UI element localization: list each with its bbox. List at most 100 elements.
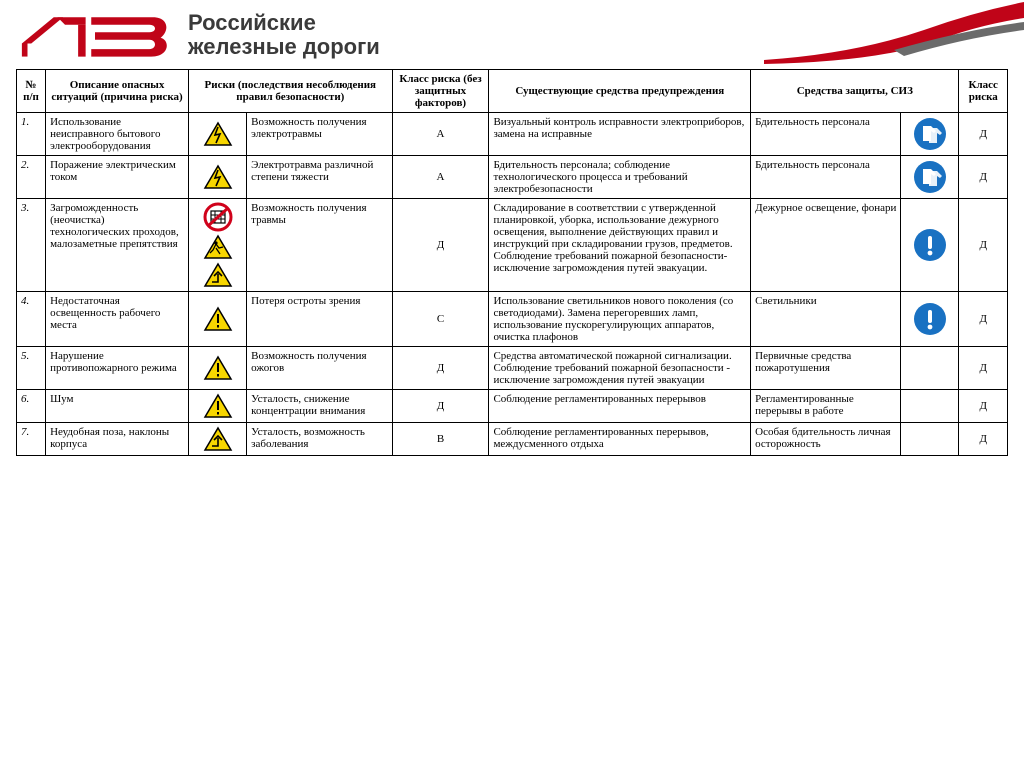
cell-protection: Регламентированные перерывы в работе: [751, 390, 901, 423]
cell-num: 5.: [17, 347, 46, 390]
swoosh-icon: [764, 0, 1024, 65]
cell-class1: В: [392, 423, 489, 456]
cell-num: 3.: [17, 199, 46, 292]
cell-desc: Поражение электрическим током: [46, 156, 189, 199]
cell-hazard-icons: [189, 423, 247, 456]
cell-class2: Д: [959, 423, 1008, 456]
cell-protection: Дежурное освещение, фонари: [751, 199, 901, 292]
table-row: 5.Нарушение противопожарного режима Возмо…: [17, 347, 1008, 390]
cell-num: 7.: [17, 423, 46, 456]
cell-protection: Бдительность персонала: [751, 156, 901, 199]
cell-risk: Возможность получения ожогов: [247, 347, 392, 390]
table-body: 1.Использование неисправного бытового эл…: [17, 113, 1008, 456]
org-line2: железные дороги: [188, 35, 380, 59]
table-row: 4.Недостаточная освещенность рабочего ме…: [17, 292, 1008, 347]
cell-class2: Д: [959, 390, 1008, 423]
rzd-logo-icon: [20, 10, 170, 60]
cell-hazard-icons: [189, 113, 247, 156]
cell-class2: Д: [959, 347, 1008, 390]
cell-risk: Потеря остроты зрения: [247, 292, 392, 347]
gloves-icon: [913, 160, 947, 194]
org-title: Российские железные дороги: [188, 11, 380, 59]
cell-prevention: Бдительность персонала; соблюдение техно…: [489, 156, 751, 199]
table-row: 3.Загроможденность (неочистка) технологи…: [17, 199, 1008, 292]
cell-num: 2.: [17, 156, 46, 199]
cell-num: 1.: [17, 113, 46, 156]
th-desc: Описание опасных ситуаций (причина риска…: [46, 70, 189, 113]
cell-prot-icons: [901, 156, 959, 199]
org-line1: Российские: [188, 11, 380, 35]
cell-hazard-icons: [189, 199, 247, 292]
cell-protection: Особая бдительность личная осторожность: [751, 423, 901, 456]
turn-icon: [203, 426, 233, 452]
th-risks: Риски (последствия несоблюдения правил б…: [189, 70, 393, 113]
cell-prevention: Средства автоматической пожарной сигнали…: [489, 347, 751, 390]
cell-class2: Д: [959, 113, 1008, 156]
table-row: 7.Неудобная поза, наклоны корпуса Усталос…: [17, 423, 1008, 456]
cell-class1: А: [392, 113, 489, 156]
cell-hazard-icons: [189, 347, 247, 390]
th-class2: Класс риска: [959, 70, 1008, 113]
cell-class1: А: [392, 156, 489, 199]
header: Российские железные дороги: [0, 0, 1024, 65]
cell-class2: Д: [959, 292, 1008, 347]
cell-prot-icons: [901, 390, 959, 423]
cell-desc: Недостаточная освещенность рабочего мест…: [46, 292, 189, 347]
cell-desc: Использование неисправного бытового элек…: [46, 113, 189, 156]
cell-desc: Загроможденность (неочистка) технологиче…: [46, 199, 189, 292]
cell-hazard-icons: [189, 390, 247, 423]
info-icon: [913, 302, 947, 336]
th-prevention: Существующие средства предупреждения: [489, 70, 751, 113]
cell-hazard-icons: [189, 156, 247, 199]
cell-protection: Бдительность персонала: [751, 113, 901, 156]
cell-class1: Д: [392, 390, 489, 423]
cell-class1: Д: [392, 199, 489, 292]
th-protection: Средства защиты, СИЗ: [751, 70, 959, 113]
electric-icon: [203, 121, 233, 147]
cell-risk: Усталость, возможность заболевания: [247, 423, 392, 456]
cell-risk: Электротравма различной степени тяжести: [247, 156, 392, 199]
table-row: 1.Использование неисправного бытового эл…: [17, 113, 1008, 156]
cell-protection: Светильники: [751, 292, 901, 347]
warn-icon: [203, 355, 233, 381]
warn-icon: [203, 306, 233, 332]
cell-hazard-icons: [189, 292, 247, 347]
cell-risk: Усталость, снижение концентрации внимани…: [247, 390, 392, 423]
warn-icon: [203, 393, 233, 419]
cell-num: 6.: [17, 390, 46, 423]
th-num: № п/п: [17, 70, 46, 113]
cell-desc: Шум: [46, 390, 189, 423]
cell-class2: Д: [959, 199, 1008, 292]
cell-class1: С: [392, 292, 489, 347]
cell-risk: Возможность получения электротравмы: [247, 113, 392, 156]
table-row: 2.Поражение электрическим током Электротр…: [17, 156, 1008, 199]
cell-prevention: Соблюдение регламентированных перерывов: [489, 390, 751, 423]
cell-prevention: Соблюдение регламентированных перерывов,…: [489, 423, 751, 456]
cell-prevention: Складирование в соответствии с утвержден…: [489, 199, 751, 292]
cell-prot-icons: [901, 113, 959, 156]
cell-desc: Нарушение противопожарного режима: [46, 347, 189, 390]
th-class1: Класс риска (без защитных факторов): [392, 70, 489, 113]
turn-icon: [203, 262, 233, 288]
logo-box: Российские железные дороги: [20, 10, 380, 60]
cell-num: 4.: [17, 292, 46, 347]
cell-prot-icons: [901, 423, 959, 456]
cell-prot-icons: [901, 347, 959, 390]
table-row: 6.Шум Усталость, снижение концентрации вн…: [17, 390, 1008, 423]
gloves-icon: [913, 117, 947, 151]
info-icon: [913, 228, 947, 262]
risk-table: № п/п Описание опасных ситуаций (причина…: [16, 69, 1008, 456]
prohibit-icon: [203, 202, 233, 232]
cell-prevention: Визуальный контроль исправности электроп…: [489, 113, 751, 156]
cell-class2: Д: [959, 156, 1008, 199]
cell-desc: Неудобная поза, наклоны корпуса: [46, 423, 189, 456]
trip-icon: [203, 234, 233, 260]
cell-prevention: Использование светильников нового поколе…: [489, 292, 751, 347]
cell-prot-icons: [901, 199, 959, 292]
electric-icon: [203, 164, 233, 190]
cell-prot-icons: [901, 292, 959, 347]
cell-class1: Д: [392, 347, 489, 390]
cell-risk: Возможность получения травмы: [247, 199, 392, 292]
cell-protection: Первичные средства пожаротушения: [751, 347, 901, 390]
table-head: № п/п Описание опасных ситуаций (причина…: [17, 70, 1008, 113]
